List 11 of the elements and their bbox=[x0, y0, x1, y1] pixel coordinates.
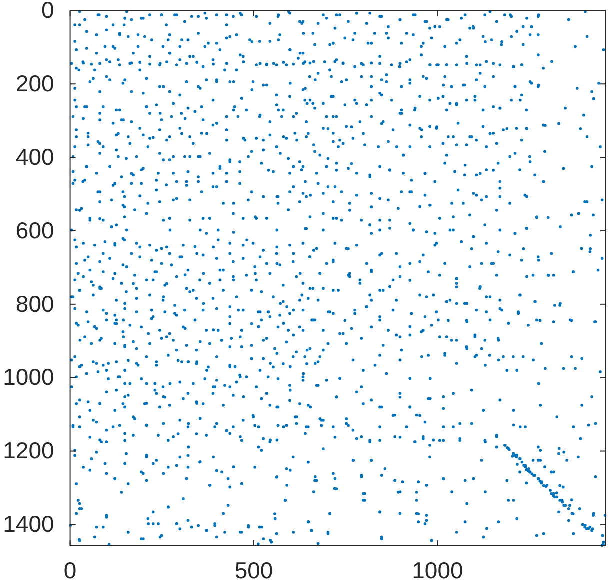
y-tick-label: 800 bbox=[16, 290, 54, 317]
x-tick-label: 0 bbox=[64, 557, 77, 582]
x-tick-label: 500 bbox=[234, 557, 274, 582]
y-tick-label: 1200 bbox=[3, 438, 54, 464]
y-tick-label: 0 bbox=[42, 0, 54, 24]
y-tick-label: 1400 bbox=[3, 511, 54, 538]
y-tick-label: 1000 bbox=[3, 364, 54, 390]
y-tick-label: 400 bbox=[16, 144, 54, 170]
y-tick-label: 600 bbox=[16, 217, 54, 244]
y-tick-label: 200 bbox=[16, 70, 54, 96]
x-tick-label: 1000 bbox=[412, 557, 464, 582]
